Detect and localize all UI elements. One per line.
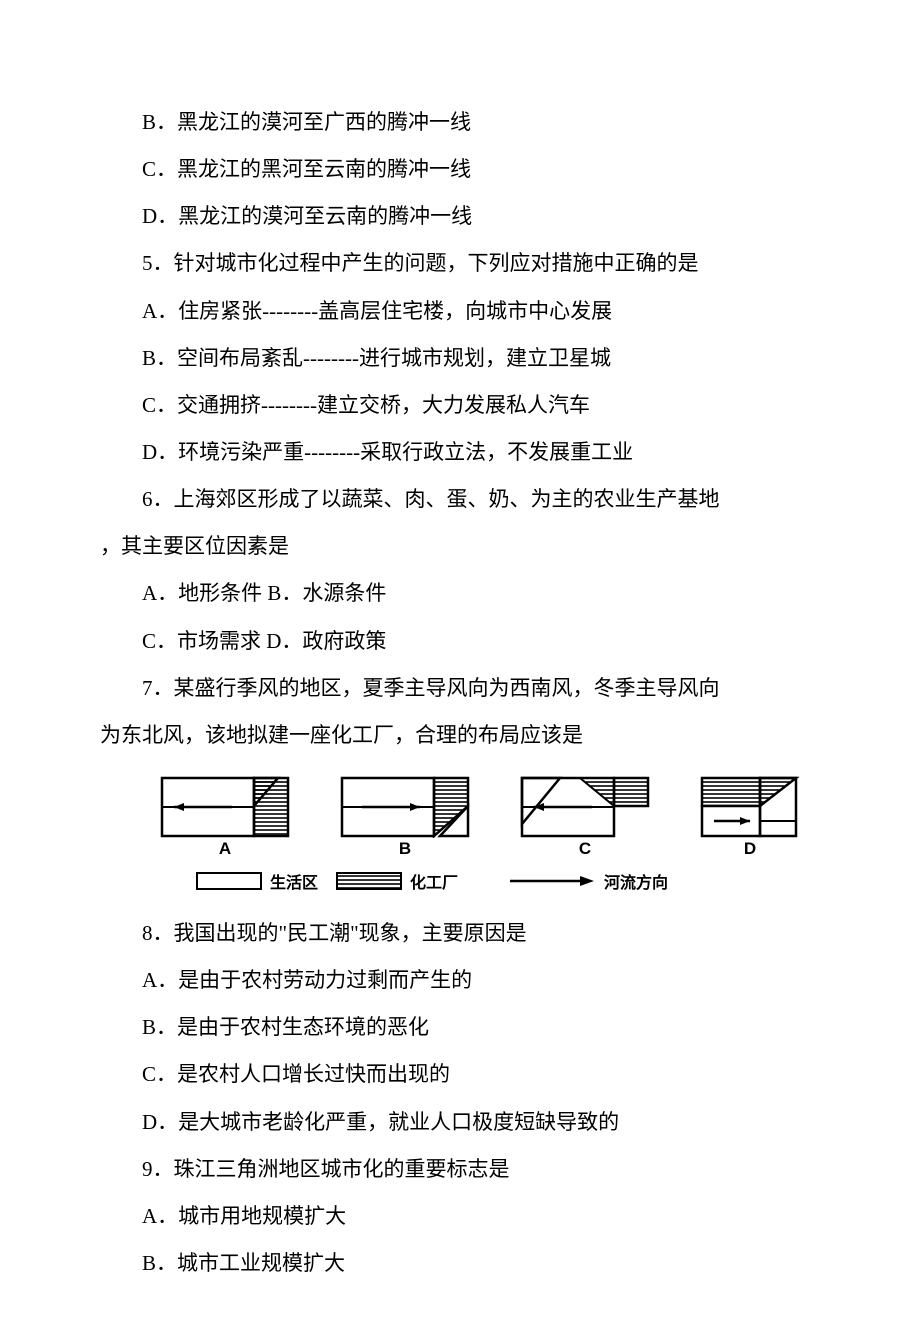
q7-svg-c — [520, 776, 650, 838]
q4-option-c: C．黑龙江的黑河至云南的腾冲一线 — [100, 147, 820, 192]
q8-option-a: A．是由于农村劳动力过剩而产生的 — [100, 958, 820, 1003]
q7-label-c: C — [579, 839, 591, 859]
q7-legend-river: 河流方向 — [506, 869, 668, 893]
q8-option-d: D．是大城市老龄化严重，就业人口极度短缺导致的 — [100, 1100, 820, 1145]
q5-stem: 5．针对城市化过程中产生的问题，下列应对措施中正确的是 — [100, 241, 820, 286]
q5-option-c: C．交通拥挤--------建立交桥，大力发展私人汽车 — [100, 383, 820, 428]
q7-legend-living-text: 生活区 — [270, 869, 318, 893]
q7-diagram-d: D — [700, 776, 800, 859]
q8-stem: 8．我国出现的"民工潮"现象，主要原因是 — [100, 911, 820, 956]
q5-option-d: D．环境污染严重--------采取行政立法，不发展重工业 — [100, 430, 820, 475]
q4-option-b: B．黑龙江的漠河至广西的腾冲一线 — [100, 100, 820, 145]
q6-stem-line2: ，其主要区位因素是 — [100, 524, 820, 569]
q7-diagram-b: B — [340, 776, 470, 859]
q5-option-b: B．空间布局紊乱--------进行城市规划，建立卫星城 — [100, 336, 820, 381]
q7-diagram: A B — [160, 776, 820, 893]
q7-legend-factory-text: 化工厂 — [410, 869, 458, 893]
q9-stem: 9．珠江三角洲地区城市化的重要标志是 — [100, 1147, 820, 1192]
legend-hatched-box-icon — [336, 872, 402, 890]
q6-option-cd: C．市场需求 D．政府政策 — [100, 619, 820, 664]
q6-option-ab: A．地形条件 B．水源条件 — [100, 571, 820, 616]
q7-stem-line1: 7．某盛行季风的地区，夏季主导风向为西南风，冬季主导风向 — [100, 666, 820, 711]
q7-label-d: D — [744, 839, 756, 859]
q9-option-a: A．城市用地规模扩大 — [100, 1194, 820, 1239]
q7-svg-a — [160, 776, 290, 838]
q7-svg-b — [340, 776, 470, 838]
q7-diagram-row: A B — [160, 776, 820, 859]
q8-option-b: B．是由于农村生态环境的恶化 — [100, 1005, 820, 1050]
q7-legend-factory: 化工厂 — [336, 869, 458, 893]
q7-diagram-c: C — [520, 776, 650, 859]
q7-label-a: A — [219, 839, 231, 859]
q8-option-c: C．是农村人口增长过快而出现的 — [100, 1052, 820, 1097]
q7-svg-d — [700, 776, 800, 838]
q7-label-b: B — [399, 839, 411, 859]
q7-legend-river-text: 河流方向 — [604, 869, 668, 893]
q7-legend-living: 生活区 — [196, 869, 318, 893]
q4-option-d: D．黑龙江的漠河至云南的腾冲一线 — [100, 194, 820, 239]
q7-legend: 生活区 化工厂 河流方向 — [196, 869, 820, 893]
river-arrow-icon — [506, 872, 596, 890]
q6-stem-line1: 6．上海郊区形成了以蔬菜、肉、蛋、奶、为主的农业生产基地 — [100, 477, 820, 522]
legend-empty-box-icon — [196, 872, 262, 890]
q7-stem-line2: 为东北风，该地拟建一座化工厂，合理的布局应该是 — [100, 713, 820, 758]
q9-option-b: B．城市工业规模扩大 — [100, 1241, 820, 1286]
q5-option-a: A．住房紧张--------盖高层住宅楼，向城市中心发展 — [100, 289, 820, 334]
q7-diagram-a: A — [160, 776, 290, 859]
